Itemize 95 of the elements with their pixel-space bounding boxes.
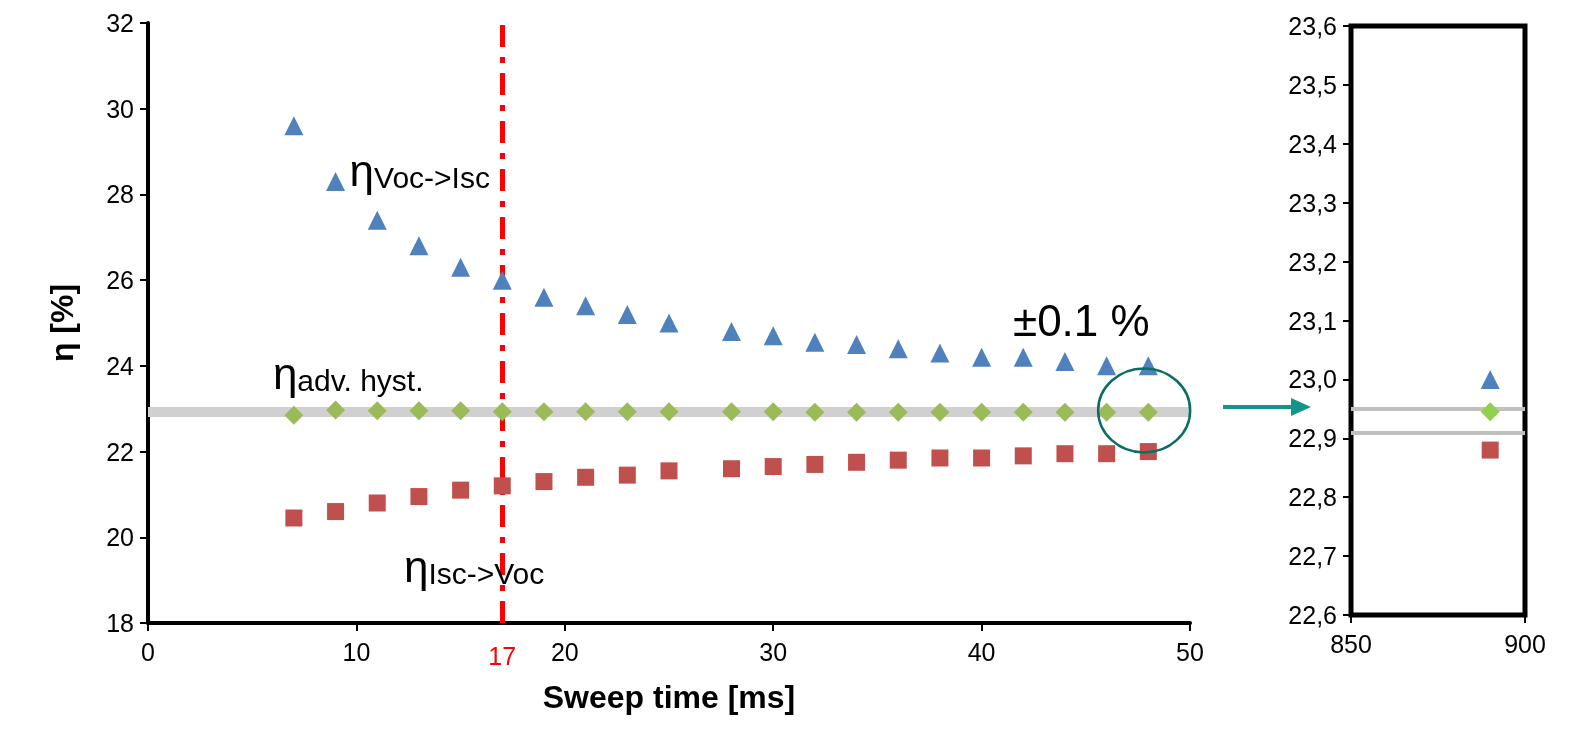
point (617, 402, 637, 422)
series-label: ηadv. hyst. (272, 348, 424, 398)
y-tick-label: 30 (106, 94, 134, 123)
point (451, 401, 471, 421)
point (806, 455, 824, 473)
x-tick-label: 10 (342, 637, 371, 666)
point (763, 402, 783, 422)
point (764, 458, 782, 476)
series-label: ηIsc->Voc (403, 542, 545, 592)
y-tick-label: 23,1 (1288, 306, 1337, 335)
point (659, 313, 679, 333)
point (1098, 445, 1116, 463)
point (1013, 347, 1033, 367)
point (930, 343, 950, 363)
point (805, 402, 825, 422)
ref-line-label: 17 (488, 641, 517, 670)
y-tick-label: 32 (106, 9, 134, 37)
point (367, 401, 387, 421)
point (577, 468, 595, 486)
point (409, 401, 429, 421)
point (659, 402, 679, 422)
point (1056, 445, 1074, 463)
y-tick-label: 23,2 (1288, 247, 1337, 276)
point (1097, 356, 1117, 376)
point (284, 116, 304, 136)
point (534, 402, 554, 422)
point (973, 449, 991, 467)
y-tick-label: 23,3 (1288, 188, 1337, 217)
point (576, 296, 596, 316)
point (367, 210, 387, 230)
x-tick-label: 30 (759, 637, 788, 666)
point (805, 332, 825, 352)
point (452, 481, 470, 499)
point (1055, 402, 1075, 422)
point (617, 304, 637, 324)
y-axis-title: η [%] (44, 283, 80, 363)
point (1014, 447, 1032, 465)
point (848, 453, 866, 471)
point (847, 334, 867, 354)
y-tick-label: 22,6 (1288, 601, 1337, 629)
point (534, 287, 554, 307)
point (409, 236, 429, 256)
point (285, 509, 303, 527)
y-tick-label: 26 (106, 266, 134, 295)
y-tick-label: 23,0 (1288, 365, 1337, 394)
y-tick-label: 28 (106, 180, 134, 209)
x-axis-title: Sweep time [ms] (542, 679, 796, 715)
annotation: ±0.1 % (1013, 295, 1150, 345)
point (368, 494, 386, 512)
y-tick-label: 22,7 (1288, 542, 1337, 571)
y-tick-label: 24 (106, 351, 135, 380)
point (888, 339, 908, 359)
point (535, 473, 553, 491)
y-tick-label: 23,6 (1288, 12, 1337, 40)
point (763, 326, 783, 346)
x-tick-label: 0 (141, 637, 155, 666)
point (660, 462, 678, 480)
point (722, 322, 742, 342)
x-tick-label: 20 (550, 637, 579, 666)
point (723, 460, 741, 478)
y-tick-label: 22,8 (1288, 483, 1337, 512)
x-tick-label: 850 (1330, 629, 1372, 658)
y-tick-label: 23,5 (1288, 70, 1337, 99)
point (492, 270, 512, 290)
point (1013, 402, 1033, 422)
point (1055, 352, 1075, 372)
series-label: ηVoc->Isc (349, 146, 490, 196)
point (930, 402, 950, 422)
x-tick-label: 50 (1176, 637, 1204, 666)
point (410, 488, 428, 506)
point (889, 451, 907, 469)
y-tick-label: 18 (106, 609, 134, 637)
point (1097, 402, 1117, 422)
point (847, 402, 867, 422)
y-tick-label: 20 (106, 523, 134, 552)
point (451, 257, 471, 277)
point (576, 402, 596, 422)
x-tick-label: 900 (1504, 629, 1546, 658)
point (931, 449, 949, 467)
point (618, 466, 636, 484)
point (972, 347, 992, 367)
point (284, 405, 304, 425)
point (327, 503, 345, 521)
point (492, 402, 512, 422)
y-tick-label: 22,9 (1288, 424, 1337, 453)
point (972, 402, 992, 422)
x-tick-label: 40 (967, 637, 996, 666)
point (326, 400, 346, 420)
point (493, 477, 511, 495)
point (1138, 402, 1158, 422)
y-tick-label: 23,4 (1288, 129, 1338, 158)
y-tick-label: 22 (106, 437, 134, 466)
point (326, 172, 346, 192)
point (888, 402, 908, 422)
point (722, 402, 742, 422)
